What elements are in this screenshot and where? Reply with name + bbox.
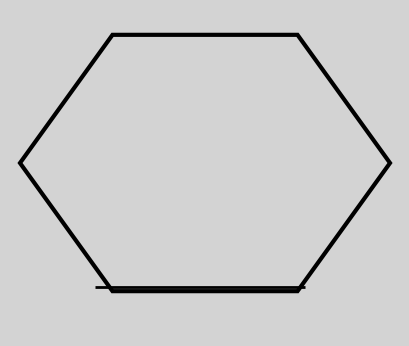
Polygon shape: [20, 35, 390, 291]
